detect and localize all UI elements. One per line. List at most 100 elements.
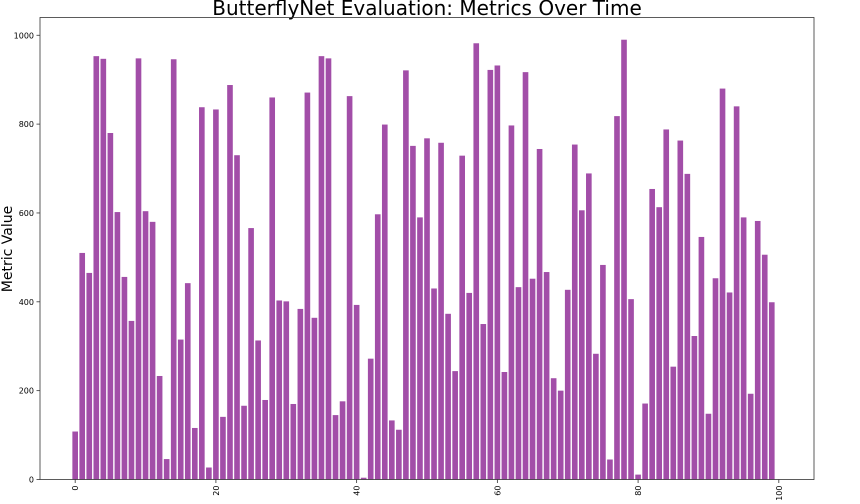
y-tick-label: 0 — [29, 476, 34, 485]
bar-13 — [163, 459, 170, 480]
bar-81 — [642, 403, 648, 480]
bar-75 — [600, 264, 606, 480]
bar-86 — [677, 140, 684, 480]
bar-14 — [170, 59, 177, 480]
x-tick-label: 60 — [493, 486, 502, 496]
bar-67 — [543, 272, 550, 480]
bar-23 — [234, 155, 240, 480]
bar-94 — [733, 106, 740, 480]
bar-88 — [691, 336, 698, 480]
bar-16 — [184, 283, 191, 480]
bar-99 — [768, 302, 775, 480]
bar-60 — [494, 65, 501, 480]
bar-89 — [698, 236, 705, 480]
bar-48 — [410, 145, 416, 480]
bar-62 — [508, 125, 515, 480]
bar-47 — [403, 70, 409, 480]
bar-77 — [614, 116, 620, 480]
bar-97 — [754, 220, 761, 480]
bar-70 — [564, 289, 571, 480]
y-tick-label: 1000 — [14, 31, 34, 40]
bar-58 — [480, 324, 487, 480]
bar-15 — [177, 339, 184, 480]
bar-63 — [515, 287, 522, 480]
bar-2 — [86, 272, 93, 480]
bar-0 — [72, 431, 78, 480]
bar-38 — [339, 401, 346, 480]
bar-85 — [670, 366, 677, 480]
bar-65 — [529, 278, 536, 480]
x-tick-label: 100 — [775, 486, 784, 501]
bar-73 — [586, 173, 592, 480]
bar-84 — [663, 129, 670, 480]
bar-31 — [290, 403, 297, 480]
bar-69 — [557, 390, 564, 480]
bar-54 — [452, 371, 458, 480]
bar-59 — [487, 69, 494, 480]
bar-79 — [628, 299, 634, 480]
bar-87 — [684, 173, 691, 480]
bar-30 — [283, 301, 290, 480]
bar-71 — [571, 144, 578, 480]
bar-68 — [550, 378, 557, 480]
bar-66 — [536, 148, 543, 480]
bar-57 — [473, 43, 480, 480]
y-tick-label: 600 — [19, 209, 34, 218]
bar-21 — [220, 416, 226, 480]
x-tick-label: 20 — [212, 486, 221, 496]
bar-78 — [621, 39, 627, 480]
bar-11 — [149, 221, 156, 480]
bar-25 — [248, 228, 254, 480]
bar-55 — [459, 155, 465, 480]
bar-52 — [438, 142, 444, 480]
bar-22 — [227, 85, 233, 480]
bar-45 — [389, 420, 395, 480]
bar-1 — [79, 252, 86, 480]
bar-82 — [649, 188, 655, 480]
bar-39 — [346, 96, 353, 480]
bar-53 — [445, 313, 451, 480]
bar-20 — [213, 109, 219, 480]
bar-28 — [269, 97, 276, 480]
bar-92 — [719, 88, 726, 480]
x-tick-label: 0 — [71, 486, 80, 491]
bar-64 — [522, 72, 529, 480]
bar-27 — [262, 399, 268, 480]
bar-96 — [747, 393, 754, 480]
y-tick-label: 400 — [19, 298, 34, 307]
bar-56 — [466, 292, 473, 480]
plot-area-frame — [39, 17, 815, 480]
bar-33 — [304, 92, 311, 480]
bar-4 — [100, 58, 107, 480]
bar-93 — [726, 292, 733, 480]
bar-72 — [578, 210, 585, 480]
bar-37 — [332, 415, 339, 480]
bar-95 — [740, 217, 747, 480]
bar-12 — [156, 375, 163, 480]
bar-76 — [607, 459, 613, 480]
bar-43 — [374, 214, 381, 480]
bar-46 — [396, 429, 402, 480]
bars-group — [72, 39, 775, 480]
bar-9 — [135, 58, 142, 480]
bar-36 — [325, 58, 332, 480]
x-tick-label: 80 — [634, 486, 643, 496]
bar-51 — [431, 288, 437, 480]
bar-5 — [107, 133, 114, 480]
bar-83 — [656, 207, 663, 480]
bar-74 — [593, 353, 599, 480]
chart-title: ButterflyNet Evaluation: Metrics Over Ti… — [212, 0, 642, 20]
bar-19 — [206, 467, 212, 480]
bar-6 — [114, 212, 121, 480]
bar-40 — [353, 304, 360, 480]
bar-29 — [276, 300, 283, 480]
bar-3 — [93, 56, 100, 480]
bar-91 — [712, 278, 719, 480]
bar-7 — [121, 276, 128, 480]
y-axis-ticks: 0 200 400 600 800 1000 — [14, 31, 40, 485]
bar-42 — [367, 358, 374, 480]
bar-98 — [761, 254, 768, 480]
bar-34 — [311, 317, 318, 480]
bar-50 — [424, 138, 430, 480]
